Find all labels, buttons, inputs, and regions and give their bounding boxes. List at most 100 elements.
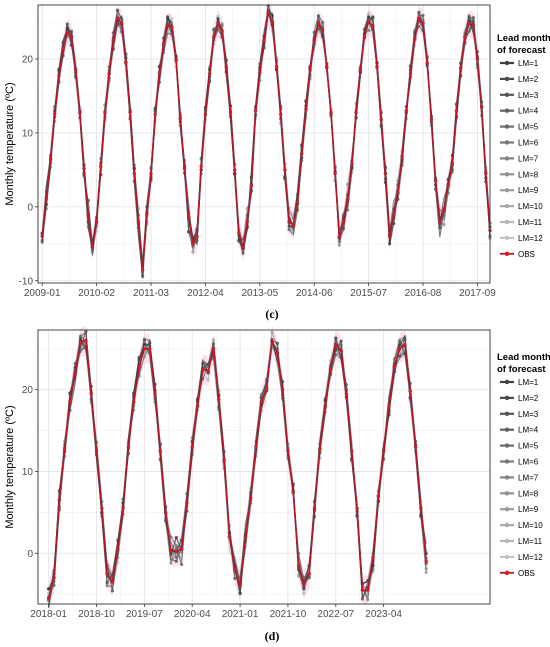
series-point-obs (334, 342, 338, 347)
series-point-lm4 (180, 562, 184, 567)
legend-title-line1: Lead month (497, 352, 550, 363)
series-point-obs (40, 234, 44, 239)
series-point-lm9 (191, 250, 195, 254)
series-point-obs (131, 400, 136, 404)
series-point-obs (383, 171, 388, 176)
series-point-lm1 (367, 15, 371, 19)
series-point-lm2 (84, 330, 88, 334)
series-point-obs (182, 166, 187, 171)
series-point-obs (320, 27, 325, 32)
series-point-lm11 (216, 15, 220, 19)
series-point-obs (227, 535, 232, 539)
series-point-obs (142, 347, 147, 351)
series-point-lm8 (337, 243, 341, 247)
series-point-obs (147, 347, 152, 351)
series-point-obs (163, 510, 168, 515)
legend-label: LM=2 (518, 394, 539, 403)
series-point-obs (433, 179, 438, 183)
series-point-obs (94, 449, 99, 453)
x-tick-label: 2018-01 (30, 609, 67, 620)
x-tick-label: 2020-04 (174, 609, 211, 620)
series-point-lm8 (346, 182, 350, 186)
series-point-obs (174, 549, 179, 554)
series-point-lm7 (366, 598, 370, 602)
legend-key-point (504, 203, 510, 209)
series-point-obs (350, 162, 354, 166)
series-point-lm6 (105, 584, 109, 588)
legend-label: LM=11 (518, 537, 543, 546)
series-point-obs (270, 338, 274, 343)
series-point-obs (100, 506, 104, 511)
series-point-obs (371, 555, 375, 560)
series-point-obs (222, 457, 226, 461)
legend-title-line2: of forecast (497, 45, 546, 56)
series-point-obs (266, 11, 270, 15)
x-tick-label: 2014-06 (296, 288, 333, 299)
series-point-obs (185, 500, 189, 505)
series-point-obs (126, 445, 131, 449)
series-point-obs (149, 171, 153, 176)
legend-key-point (504, 554, 510, 560)
series-point-obs (241, 245, 245, 250)
series-point-obs (366, 20, 371, 24)
series-point-obs (178, 116, 183, 120)
legend-label: LM=9 (518, 186, 539, 195)
series-point-obs (140, 267, 145, 272)
series-point-obs (44, 196, 49, 200)
series-point-lm1 (47, 587, 51, 591)
series-point-obs (454, 108, 459, 113)
legend-key-point (504, 459, 510, 464)
series-point-obs (228, 110, 233, 114)
y-tick-label: 10 (22, 128, 34, 139)
legend-key-point (504, 379, 510, 385)
series-point-lm11 (206, 378, 210, 382)
legend-key-point (504, 443, 510, 448)
series-point-obs (69, 35, 74, 39)
series-point-lm4 (321, 20, 325, 24)
series-point-obs (78, 340, 83, 345)
series-point-obs (345, 197, 350, 202)
legend-label: LM=12 (518, 553, 543, 562)
series-point-obs (73, 68, 78, 72)
series-point-obs (397, 347, 402, 351)
series-point-obs (245, 219, 250, 224)
series-point-obs (216, 21, 220, 26)
series-point-obs (408, 389, 412, 394)
series-point-obs (325, 66, 329, 70)
legend-label: LM=4 (518, 107, 539, 116)
series-point-obs (170, 25, 174, 29)
series-point-obs (190, 445, 194, 449)
series-point-lm3 (316, 14, 320, 18)
legend-label: LM=6 (518, 139, 539, 148)
series-point-lm1 (174, 536, 178, 540)
legend-label: LM=2 (518, 75, 539, 84)
series-point-obs (65, 30, 70, 35)
series-point-obs (206, 369, 210, 373)
legend-key-point (504, 427, 510, 432)
series-point-obs (264, 386, 269, 390)
series-point-obs (387, 234, 392, 239)
series-point-obs (362, 35, 367, 39)
series-point-obs (165, 23, 170, 28)
series-point-obs (73, 371, 77, 376)
series-point-obs (450, 162, 455, 166)
series-point-obs (90, 245, 95, 250)
series-line-obs (41, 10, 491, 270)
x-tick-label: 2010-02 (78, 288, 115, 299)
series-point-lm2 (438, 226, 442, 230)
series-point-obs (283, 168, 287, 172)
series-point-lm9 (442, 223, 446, 227)
series-point-lm6 (337, 240, 341, 244)
series-point-obs (304, 107, 308, 112)
series-point-obs (237, 230, 241, 235)
series-point-obs (57, 73, 61, 77)
legend-label: LM=9 (518, 505, 539, 514)
series-point-obs (203, 112, 208, 117)
series-point-obs (94, 219, 99, 224)
series-point-obs (392, 365, 397, 369)
x-tick-label: 2022-07 (317, 609, 354, 620)
series-point-obs (82, 166, 86, 171)
series-point-obs (103, 110, 107, 114)
legend-label: LM=7 (518, 473, 539, 482)
